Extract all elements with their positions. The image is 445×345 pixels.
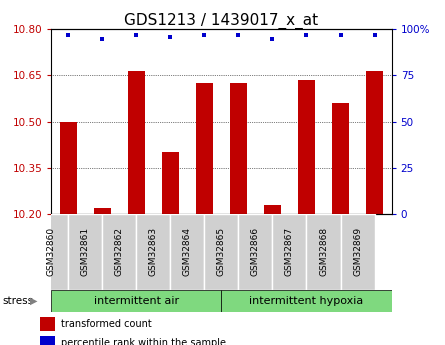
Text: GSM32866: GSM32866 bbox=[251, 227, 260, 276]
Text: GSM32860: GSM32860 bbox=[47, 227, 56, 276]
Text: stress: stress bbox=[2, 296, 33, 306]
Bar bbox=[307, 214, 340, 290]
Point bbox=[371, 32, 378, 38]
Bar bbox=[239, 214, 272, 290]
Bar bbox=[60, 121, 77, 214]
Text: intermittent hypoxia: intermittent hypoxia bbox=[249, 296, 364, 306]
Bar bbox=[264, 205, 281, 214]
Text: GSM32868: GSM32868 bbox=[319, 227, 328, 276]
Bar bbox=[34, 214, 68, 290]
Bar bbox=[40, 336, 55, 345]
Point bbox=[303, 32, 310, 38]
Bar bbox=[170, 214, 204, 290]
Point bbox=[269, 36, 276, 41]
Bar bbox=[40, 317, 55, 331]
Point bbox=[99, 36, 106, 41]
Point bbox=[337, 32, 344, 38]
Bar bbox=[366, 71, 383, 214]
Text: transformed count: transformed count bbox=[61, 319, 152, 329]
Point bbox=[133, 32, 140, 38]
Bar bbox=[298, 80, 315, 214]
Point bbox=[167, 34, 174, 39]
Bar bbox=[230, 83, 247, 214]
Text: GSM32869: GSM32869 bbox=[353, 227, 362, 276]
Bar bbox=[340, 214, 375, 290]
Bar bbox=[196, 83, 213, 214]
Text: intermittent air: intermittent air bbox=[94, 296, 179, 306]
Point bbox=[201, 32, 208, 38]
Point bbox=[235, 32, 242, 38]
Bar bbox=[204, 214, 239, 290]
Text: percentile rank within the sample: percentile rank within the sample bbox=[61, 338, 226, 345]
Bar bbox=[51, 290, 222, 312]
Bar bbox=[68, 214, 102, 290]
Bar bbox=[222, 290, 392, 312]
Bar bbox=[102, 214, 136, 290]
Text: GSM32862: GSM32862 bbox=[115, 227, 124, 276]
Bar bbox=[128, 71, 145, 214]
Point bbox=[65, 32, 72, 38]
Text: GSM32861: GSM32861 bbox=[81, 227, 90, 276]
Text: ▶: ▶ bbox=[30, 296, 38, 306]
Bar bbox=[272, 214, 307, 290]
Text: GSM32867: GSM32867 bbox=[285, 227, 294, 276]
Text: GSM32865: GSM32865 bbox=[217, 227, 226, 276]
Bar bbox=[162, 152, 179, 214]
Bar bbox=[332, 103, 349, 214]
Title: GDS1213 / 1439017_x_at: GDS1213 / 1439017_x_at bbox=[124, 13, 319, 29]
Text: GSM32864: GSM32864 bbox=[183, 227, 192, 276]
Bar bbox=[94, 208, 111, 214]
Text: GSM32863: GSM32863 bbox=[149, 227, 158, 276]
Bar bbox=[136, 214, 170, 290]
